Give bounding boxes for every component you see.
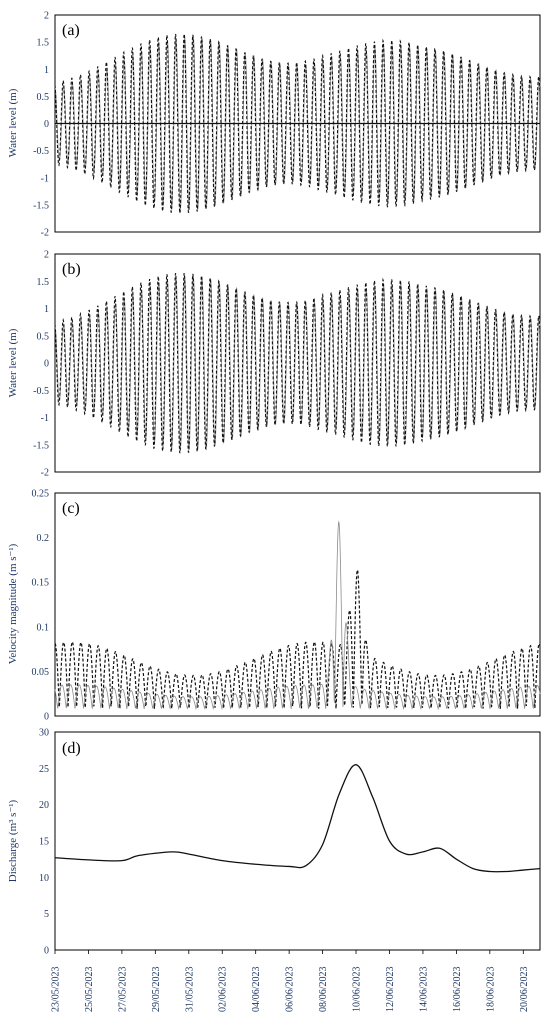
y-tick-label: 0 bbox=[44, 359, 49, 370]
panel-d-yticks: 30 25 20 15 10 5 0 bbox=[39, 728, 49, 957]
y-tick-label: 0 bbox=[44, 119, 49, 130]
y-tick-label: 0 bbox=[44, 946, 49, 957]
y-tick-label: 1 bbox=[44, 304, 49, 315]
x-tick-label: 16/06/2023 bbox=[452, 966, 463, 1012]
y-tick-label: -1 bbox=[41, 413, 49, 424]
panel-c: (c) Velocity magnitude (m s⁻¹) 0.250.20.… bbox=[7, 489, 541, 723]
panel-b: (b) Water level (m) 2 1.5 1 0.5 0 -0.5 -1 -1.5 -… bbox=[7, 250, 541, 479]
panel-b-yticks: 2 1.5 1 0.5 0 -0.5 -1 -1.5 -2 bbox=[33, 250, 49, 479]
x-tick-label: 31/05/2023 bbox=[184, 966, 195, 1012]
series-line bbox=[54, 33, 541, 214]
x-tick-label: 25/05/2023 bbox=[84, 966, 95, 1012]
x-tick-label: 10/06/2023 bbox=[352, 966, 363, 1012]
x-tick-label: 12/06/2023 bbox=[385, 966, 396, 1012]
y-tick-label: 1.5 bbox=[37, 38, 50, 49]
panel-c-label: (c) bbox=[62, 500, 80, 517]
panel-a-yticks: 2 1.5 1 0.5 0 -0.5 -1 -1.5 -2 bbox=[33, 11, 49, 239]
panel-b-frame bbox=[54, 253, 541, 473]
y-tick-label: -1.5 bbox=[33, 440, 49, 451]
y-tick-label: -1 bbox=[41, 173, 49, 184]
panel-d-series bbox=[54, 764, 541, 873]
y-tick-label: 0.1 bbox=[37, 622, 50, 633]
x-tick-label: 23/05/2023 bbox=[51, 966, 62, 1012]
panel-d-ylabel: Discharge (m³ s⁻¹) bbox=[7, 799, 19, 882]
panel-a-ylabel: Water level (m) bbox=[7, 88, 19, 157]
y-tick-label: 0.15 bbox=[32, 578, 50, 589]
panel-d: (d) Discharge (m³ s⁻¹) 30 25 20 15 10 5 0 bbox=[7, 728, 541, 957]
y-tick-label: 5 bbox=[44, 909, 49, 920]
panel-c-yticks: 0.25 0.2 0.15 0.1 0.05 0 bbox=[32, 489, 50, 723]
y-tick-label: 1 bbox=[44, 65, 49, 76]
y-tick-label: 0.5 bbox=[37, 92, 50, 103]
y-tick-label: 20 bbox=[39, 800, 49, 811]
y-tick-label: 0.05 bbox=[32, 667, 50, 678]
x-tick-label: 27/05/2023 bbox=[117, 966, 128, 1012]
series-line bbox=[54, 764, 541, 873]
panel-a: (a) Water level (m) 2 1.5 1 0.5 0 -0.5 -1 -1.5 -… bbox=[7, 11, 541, 239]
x-tick-label: 14/06/2023 bbox=[418, 966, 429, 1012]
series-line bbox=[54, 520, 541, 711]
y-tick-label: -2 bbox=[41, 468, 49, 479]
y-tick-label: 0.2 bbox=[37, 533, 50, 544]
y-tick-label: -1.5 bbox=[33, 200, 49, 211]
series-line bbox=[54, 569, 541, 709]
y-tick-label: 0.5 bbox=[37, 331, 50, 342]
panel-a-series bbox=[54, 33, 541, 214]
x-tick-label: 08/06/2023 bbox=[318, 966, 329, 1012]
panel-c-frame bbox=[54, 492, 541, 717]
y-tick-label: 15 bbox=[39, 837, 49, 848]
panel-d-frame bbox=[54, 731, 541, 951]
x-tick-label: 20/06/2023 bbox=[519, 966, 530, 1012]
y-tick-label: 0.25 bbox=[32, 489, 50, 500]
y-tick-label: -0.5 bbox=[33, 386, 49, 397]
panel-c-series bbox=[54, 520, 541, 711]
y-tick-label: 2 bbox=[44, 250, 49, 261]
y-tick-label: -0.5 bbox=[33, 146, 49, 157]
series-line bbox=[54, 272, 541, 454]
y-tick-label: 30 bbox=[39, 728, 49, 739]
x-tick-label: 04/06/2023 bbox=[251, 966, 262, 1012]
x-tick-label: 18/06/2023 bbox=[485, 966, 496, 1012]
y-tick-label: 1.5 bbox=[37, 277, 50, 288]
panel-c-ylabel: Velocity magnitude (m s⁻¹) bbox=[7, 543, 19, 664]
x-tick-label: 02/06/2023 bbox=[218, 966, 229, 1012]
x-tick-label: 06/06/2023 bbox=[285, 966, 296, 1012]
x-axis-ticks: 23/05/2023 25/05/2023 27/05/2023 29/05/2023… bbox=[51, 950, 530, 1012]
panel-b-ylabel: Water level (m) bbox=[7, 328, 19, 397]
panel-b-series bbox=[54, 272, 541, 454]
y-tick-label: 0 bbox=[44, 712, 49, 723]
panel-b-label: (b) bbox=[62, 261, 81, 278]
panel-a-label: (a) bbox=[62, 22, 80, 39]
y-tick-label: 10 bbox=[39, 873, 49, 884]
x-tick-label: 29/05/2023 bbox=[151, 966, 162, 1012]
y-tick-label: -2 bbox=[41, 228, 49, 239]
y-tick-label: 25 bbox=[39, 764, 49, 775]
y-tick-label: 2 bbox=[44, 11, 49, 22]
panel-d-label: (d) bbox=[62, 740, 81, 757]
